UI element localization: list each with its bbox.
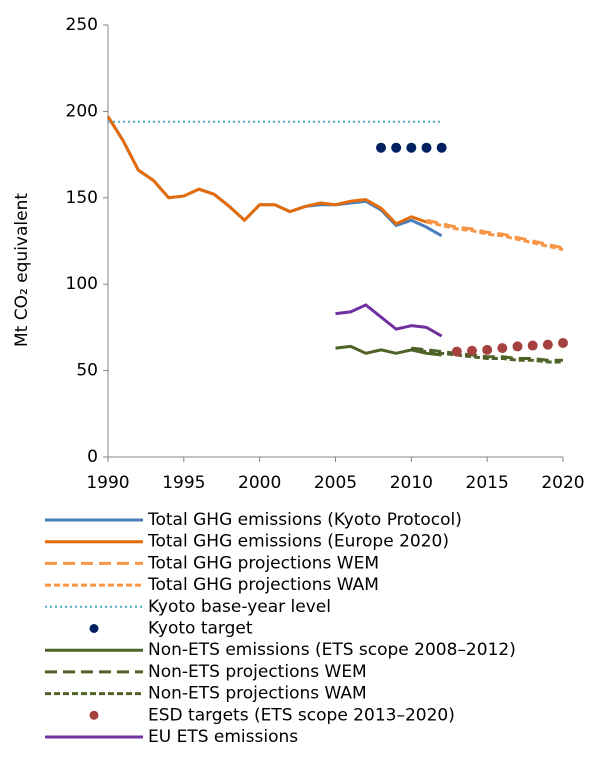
marker	[527, 340, 538, 351]
x-tick-label: 2015	[466, 473, 509, 493]
legend-label: Total GHG projections WEM	[147, 553, 379, 573]
y-tick-label: 150	[66, 188, 98, 208]
x-tick-label: 1995	[162, 473, 205, 493]
legend-label: Non-ETS projections WEM	[148, 662, 367, 682]
marker	[451, 346, 462, 357]
legend-label: Total GHG emissions (Kyoto Protocol)	[147, 510, 462, 530]
marker	[482, 344, 493, 355]
y-tick-label: 100	[66, 274, 98, 294]
marker	[512, 341, 523, 352]
legend-marker	[89, 624, 99, 633]
x-tick-label: 2020	[541, 473, 584, 493]
marker	[436, 142, 447, 153]
legend-label: ESD targets (ETS scope 2013–2020)	[148, 705, 455, 725]
legend-label: Non-ETS projections WAM	[148, 684, 367, 704]
y-tick-label: 0	[87, 447, 98, 467]
legend-label: Total GHG projections WAM	[147, 575, 379, 595]
legend-label: Kyoto target	[148, 619, 253, 639]
x-tick-label: 1990	[86, 473, 129, 493]
x-tick-label: 2000	[238, 473, 281, 493]
y-axis-label: Mt CO₂ equivalent	[12, 193, 32, 347]
marker	[421, 142, 432, 153]
legend-label: Non-ETS emissions (ETS scope 2008–2012)	[148, 640, 516, 660]
series-line	[411, 346, 563, 362]
series-line	[106, 115, 427, 226]
marker	[542, 339, 553, 350]
legend-marker	[89, 710, 99, 720]
y-tick-label: 50	[76, 361, 98, 381]
x-tick-label: 2005	[314, 473, 357, 493]
marker	[558, 337, 568, 348]
y-tick-label: 200	[66, 101, 98, 121]
marker	[467, 345, 477, 356]
legend-label: Kyoto base-year level	[148, 597, 331, 617]
series-line	[426, 220, 564, 252]
marker	[391, 142, 402, 153]
series-line	[411, 348, 563, 364]
y-tick-label: 250	[66, 15, 98, 35]
series-line	[335, 303, 443, 338]
legend-label: EU ETS emissions	[148, 727, 298, 747]
marker	[406, 142, 417, 153]
series-line	[426, 218, 564, 250]
x-tick-label: 2010	[390, 473, 433, 493]
legend-label: Total GHG emissions (Europe 2020)	[147, 532, 449, 552]
marker	[497, 343, 508, 354]
marker	[376, 142, 386, 153]
